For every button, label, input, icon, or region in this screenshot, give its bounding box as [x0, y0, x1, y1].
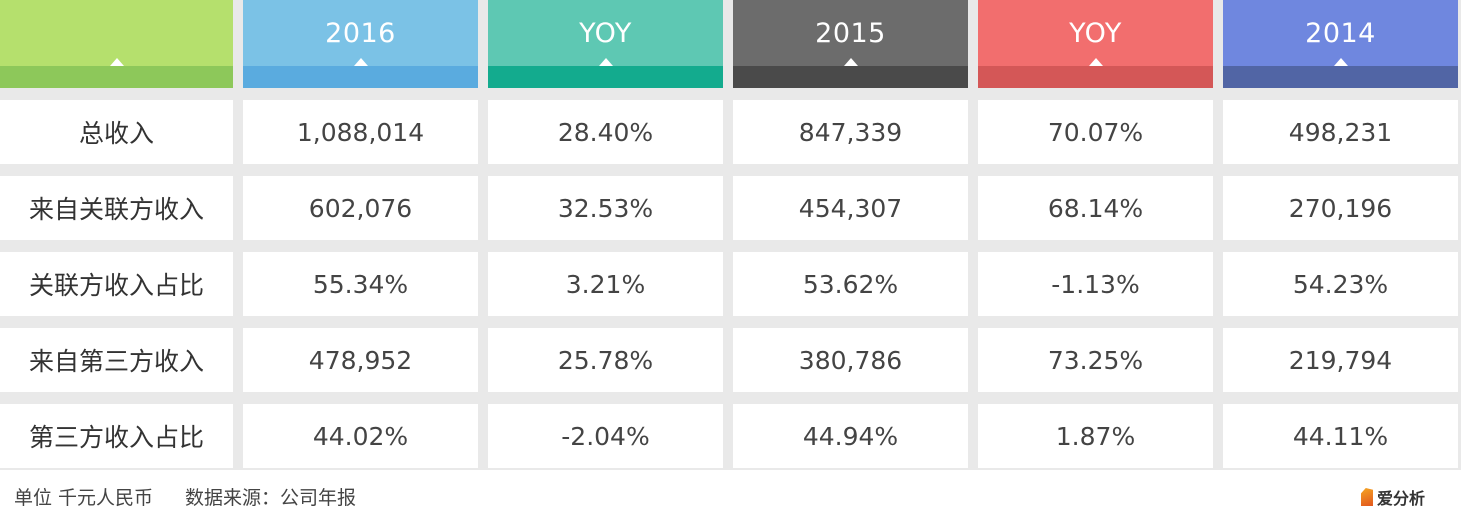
table-cell: 454,307: [733, 176, 968, 240]
table-cell: 54.23%: [1223, 252, 1458, 316]
table-cell: 53.62%: [733, 252, 968, 316]
row-label-related-party-share: 关联方收入占比: [0, 252, 233, 316]
header-strip-yoy-2015: [978, 58, 1213, 88]
header-title-2015: 2015: [733, 0, 968, 66]
table-cell: 602,076: [243, 176, 478, 240]
header-strip-yoy-2016: [488, 58, 723, 88]
table-cell: 28.40%: [488, 100, 723, 164]
table-cell: 70.07%: [978, 100, 1213, 164]
column-yoy-2015: YOY 70.07% 68.14% -1.13% 73.25% 1.87%: [978, 0, 1213, 468]
row-label-related-party-revenue: 来自关联方收入: [0, 176, 233, 240]
brand-logo: 爱分析: [1360, 485, 1425, 509]
table-cell: 478,952: [243, 328, 478, 392]
column-header-2014: 2014: [1223, 0, 1458, 88]
logo-text: 爱分析: [1376, 489, 1425, 508]
table-cell: 3.21%: [488, 252, 723, 316]
table-cell: 270,196: [1223, 176, 1458, 240]
column-header-yoy-2016: YOY: [488, 0, 723, 88]
column-header-2016: 2016: [243, 0, 478, 88]
table-cell: 68.14%: [978, 176, 1213, 240]
header-notch: [598, 58, 613, 66]
table-cell: 847,339: [733, 100, 968, 164]
column-header-2015: 2015: [733, 0, 968, 88]
column-header-yoy-2015: YOY: [978, 0, 1213, 88]
unit-note: 单位 千元人民币: [14, 487, 154, 509]
table-cell: 1.87%: [978, 404, 1213, 468]
table-cell: 380,786: [733, 328, 968, 392]
column-2014: 2014 498,231 270,196 54.23% 219,794 44.1…: [1223, 0, 1458, 468]
row-label-third-party-revenue: 来自第三方收入: [0, 328, 233, 392]
header-strip-2016: [243, 58, 478, 88]
header-title-yoy-2015: YOY: [978, 0, 1213, 66]
header-title-2014: 2014: [1223, 0, 1458, 66]
label-header-top: [0, 0, 233, 66]
row-label-third-party-share: 第三方收入占比: [0, 404, 233, 468]
header-strip-2014: [1223, 58, 1458, 88]
header-notch: [353, 58, 368, 66]
header-title-yoy-2016: YOY: [488, 0, 723, 66]
table-cell: 25.78%: [488, 328, 723, 392]
table-cell: 73.25%: [978, 328, 1213, 392]
row-label-total-revenue: 总收入: [0, 100, 233, 164]
table-cell: 55.34%: [243, 252, 478, 316]
table-cell: 32.53%: [488, 176, 723, 240]
table-cell: -2.04%: [488, 404, 723, 468]
header-strip-2015: [733, 58, 968, 88]
table-cell: 44.11%: [1223, 404, 1458, 468]
revenue-table: 总收入 来自关联方收入 关联方收入占比 来自第三方收入 第三方收入占比 2016…: [0, 0, 1458, 468]
table-cell: -1.13%: [978, 252, 1213, 316]
label-header-strip: [0, 58, 233, 88]
header-notch: [843, 58, 858, 66]
header-notch: [1333, 58, 1348, 66]
header-notch: [109, 58, 124, 66]
logo-mark-icon: [1360, 488, 1373, 506]
header-notch: [1088, 58, 1103, 66]
table-cell: 219,794: [1223, 328, 1458, 392]
column-2015: 2015 847,339 454,307 53.62% 380,786 44.9…: [733, 0, 968, 468]
column-yoy-2016: YOY 28.40% 32.53% 3.21% 25.78% -2.04%: [488, 0, 723, 468]
table-cell: 498,231: [1223, 100, 1458, 164]
table-cell: 44.94%: [733, 404, 968, 468]
table-cell: 44.02%: [243, 404, 478, 468]
header-title-2016: 2016: [243, 0, 478, 66]
table-cell: 1,088,014: [243, 100, 478, 164]
footer: 单位 千元人民币 数据来源：公司年报 爱分析: [0, 470, 1461, 523]
row-label-column: 总收入 来自关联方收入 关联方收入占比 来自第三方收入 第三方收入占比: [0, 0, 233, 468]
label-column-header: [0, 0, 233, 88]
source-note: 数据来源：公司年报: [185, 487, 357, 509]
column-2016: 2016 1,088,014 602,076 55.34% 478,952 44…: [243, 0, 478, 468]
